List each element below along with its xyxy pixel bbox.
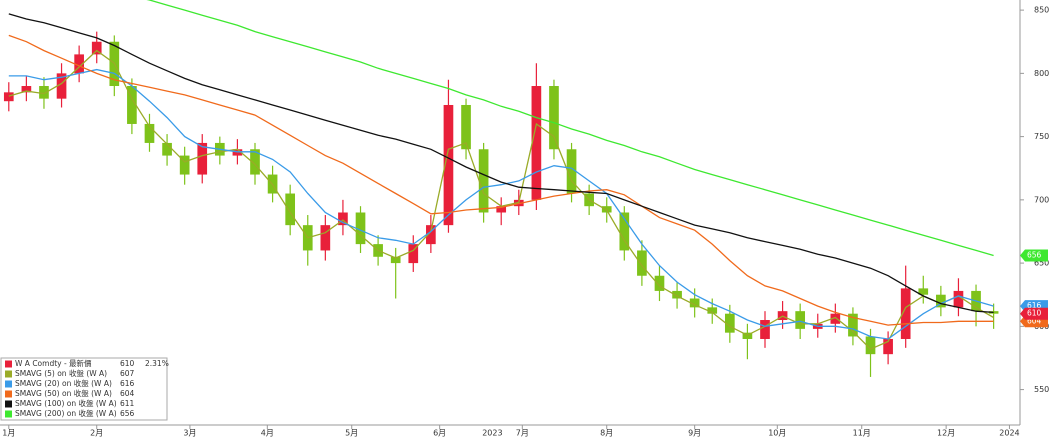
candle-body	[320, 225, 331, 251]
candle-body	[865, 336, 876, 355]
candle-body	[390, 256, 401, 264]
legend-value: 656	[120, 409, 135, 418]
candle-body	[672, 290, 682, 299]
candle-body	[953, 290, 964, 308]
candle-body	[285, 193, 296, 226]
x-tick-label: 11月	[853, 429, 871, 438]
moving-average-line	[146, 0, 994, 257]
legend-swatch	[5, 380, 12, 388]
x-tick-label: 7月	[516, 429, 529, 438]
candle-body	[443, 104, 454, 226]
x-tick-label: 12月	[937, 429, 955, 438]
legend-swatch	[5, 370, 12, 378]
candle-body	[179, 155, 190, 175]
candle-body	[3, 92, 14, 102]
legend-swatch	[5, 400, 12, 408]
candle-body	[91, 41, 102, 55]
price-tag-label: 604	[1027, 316, 1042, 325]
candle-body	[39, 86, 49, 99]
x-tick-label: 6月	[433, 429, 446, 438]
candle-body	[408, 244, 419, 264]
candle-body	[127, 86, 137, 124]
candle-body	[338, 212, 348, 226]
legend-box	[0, 357, 168, 421]
y-tick-label: 850	[1034, 6, 1049, 15]
legend-swatch	[5, 410, 12, 418]
legend-value: 604	[120, 389, 135, 398]
candle-body	[144, 123, 155, 143]
candle-body	[760, 320, 770, 339]
y-tick-label: 750	[1034, 132, 1049, 141]
candle-body	[426, 225, 436, 245]
moving-average-line	[8, 68, 994, 340]
y-tick-label: 800	[1034, 69, 1049, 78]
legend-value: 607	[120, 369, 135, 378]
legend-value: 610	[120, 359, 135, 368]
x-tick-label: 2月	[90, 429, 103, 438]
price-tag-label: 656	[1027, 251, 1042, 260]
legend-label: W A Comdty - 最新價	[15, 358, 92, 368]
y-tick-label: 650	[1034, 259, 1049, 268]
legend-swatch	[5, 390, 12, 398]
candle-body	[795, 311, 806, 329]
x-tick-label: 9月	[688, 429, 701, 438]
x-tick-label: 5月	[345, 429, 358, 438]
candle-body	[56, 73, 67, 99]
x-tick-label: 8月	[600, 429, 613, 438]
legend-label: SMAVG (50) on 收盤 (W A)	[15, 388, 112, 398]
moving-average-line	[8, 34, 994, 326]
legend-label: SMAVG (100) on 收盤 (W A)	[15, 398, 117, 408]
moving-average-line	[8, 49, 994, 350]
candle-body	[707, 307, 718, 314]
moving-average-line	[8, 13, 994, 314]
x-tick-label: 1月	[2, 429, 15, 438]
candle-body	[478, 149, 489, 213]
legend-label: SMAVG (200) on 收盤 (W A)	[15, 408, 117, 418]
legend-swatch	[5, 360, 12, 368]
legend-value: 611	[120, 399, 135, 408]
legend-label: SMAVG (5) on 收盤 (W A)	[15, 368, 107, 378]
candle-body	[619, 212, 630, 251]
plot-area	[3, 0, 999, 377]
legend-value: 616	[120, 379, 135, 388]
candle-body	[21, 86, 32, 93]
candle-body	[162, 142, 172, 156]
candle-body	[549, 86, 559, 150]
legend-label: SMAVG (20) on 收盤 (W A)	[15, 378, 112, 388]
x-tick-label: 3月	[183, 429, 196, 438]
candle-body	[566, 149, 577, 194]
candle-body	[197, 142, 208, 175]
price-tag	[1020, 307, 1048, 320]
candle-body	[724, 313, 735, 333]
legend: W A Comdty - 最新價 610 2.31% SMAVG (5) on 收盤 …	[0, 357, 169, 421]
candle-body	[74, 54, 84, 74]
candle-body	[654, 275, 665, 291]
candle-body	[988, 311, 999, 314]
year-label: 2023	[482, 429, 502, 438]
x-tick-label: 10月	[768, 429, 786, 438]
candle-body	[531, 86, 542, 200]
price-tag	[1020, 249, 1048, 262]
legend-change: 2.31%	[145, 359, 169, 368]
candle-body	[637, 250, 647, 276]
candle-body	[936, 294, 946, 308]
candle-body	[496, 206, 507, 213]
x-tick-label: 2024	[999, 429, 1019, 438]
x-tick-label: 4月	[261, 429, 274, 438]
candle-body	[250, 149, 260, 175]
candle-body	[900, 288, 911, 339]
y-tick-label: 550	[1034, 385, 1049, 394]
candle-body	[355, 212, 366, 245]
candle-body	[461, 104, 471, 150]
candle-body	[848, 313, 858, 337]
candle-body	[883, 338, 893, 355]
price-tag-label: 610	[1027, 309, 1042, 318]
candle-body	[689, 298, 700, 308]
price-tag-label: 616	[1027, 301, 1042, 310]
y-tick-label: 700	[1034, 195, 1049, 204]
candle-body	[830, 313, 841, 324]
candle-body	[918, 288, 929, 295]
